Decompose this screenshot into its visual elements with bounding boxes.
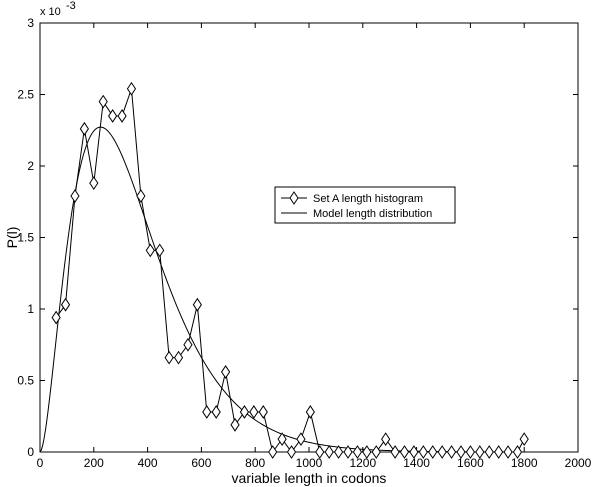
histogram-point: [409, 445, 419, 459]
y-tick-label: 2: [27, 159, 34, 173]
plot-frame: [39, 22, 579, 453]
histogram-point: [428, 445, 438, 459]
histogram-point: [79, 121, 89, 136]
histogram-point: [494, 445, 504, 459]
histogram-point: [446, 445, 457, 459]
histogram-point: [258, 405, 268, 419]
x-tick-label: 0: [37, 456, 44, 470]
histogram-point: [390, 445, 400, 459]
y-exponent-base: x 10: [40, 6, 61, 18]
y-axis-label: P(l): [4, 227, 20, 249]
x-tick-label: 1000: [296, 456, 323, 470]
y-exponent-power: -3: [66, 0, 76, 12]
histogram-point: [164, 350, 174, 365]
histogram-point: [296, 432, 306, 447]
legend-label-model: Model length distribution: [313, 208, 432, 220]
histogram-point: [136, 189, 146, 203]
x-tick-label: 1400: [403, 456, 430, 470]
histogram-point: [51, 310, 61, 325]
histogram-point: [371, 445, 381, 459]
x-tick-label: 400: [138, 456, 158, 470]
histogram-point: [230, 417, 240, 432]
histogram-point: [183, 337, 193, 352]
y-tick-label: 0: [27, 445, 34, 459]
y-tick-label: 2.5: [17, 88, 34, 102]
x-tick-label: 800: [245, 456, 265, 470]
histogram-point: [324, 445, 334, 459]
histogram-point: [221, 365, 231, 379]
histogram-point: [145, 243, 155, 258]
histogram-point: [70, 189, 80, 203]
histogram-point: [512, 445, 523, 459]
x-tick-label: 1200: [349, 456, 376, 470]
y-tick-label: 3: [27, 16, 34, 30]
histogram-point: [519, 432, 529, 447]
x-tick-label: 1800: [511, 456, 538, 470]
histogram-point: [503, 445, 513, 459]
histogram-point: [305, 405, 315, 419]
histogram-point: [117, 109, 127, 123]
histogram-point: [211, 405, 221, 419]
histogram-point: [315, 445, 325, 459]
histogram-point: [173, 350, 184, 365]
histogram-point: [475, 445, 485, 459]
histogram-point: [381, 432, 391, 447]
histogram-point: [456, 445, 466, 459]
histogram-point: [268, 445, 278, 459]
histogram-point: [286, 445, 297, 459]
histogram-point: [89, 176, 99, 191]
legend-marker-histogram: [289, 191, 299, 205]
x-tick-label: 600: [191, 456, 211, 470]
x-tick-label: 200: [84, 456, 104, 470]
legend-label-histogram: Set A length histogram: [313, 193, 423, 205]
histogram-point: [437, 445, 447, 459]
histogram-point: [155, 243, 165, 258]
model-distribution-line: [39, 126, 525, 453]
histogram-point: [98, 94, 108, 109]
histogram-point: [60, 297, 71, 312]
histogram-point: [333, 445, 344, 459]
histogram-point: [399, 445, 410, 459]
histogram-point: [202, 405, 212, 419]
histogram-line: [55, 88, 525, 454]
legend-box: [274, 186, 456, 224]
histogram-point: [249, 405, 259, 419]
histogram-point: [343, 445, 353, 459]
x-tick-label: 2000: [565, 456, 592, 470]
histogram-point: [239, 405, 250, 419]
histogram-point: [418, 445, 428, 459]
histogram-point: [126, 81, 137, 96]
x-tick-label: 1600: [457, 456, 484, 470]
histogram-point: [108, 109, 118, 123]
y-tick-label: 0.5: [17, 374, 34, 388]
histogram-point: [192, 297, 202, 312]
histogram-point: [362, 445, 372, 459]
y-tick-label: 1: [27, 302, 34, 316]
histogram-point: [352, 445, 363, 459]
histogram-point: [465, 445, 476, 459]
histogram-point: [277, 432, 287, 447]
x-axis-label: variable length in codons: [232, 470, 387, 486]
histogram-point: [484, 445, 494, 459]
y-tick-label: 1.5: [17, 231, 34, 245]
